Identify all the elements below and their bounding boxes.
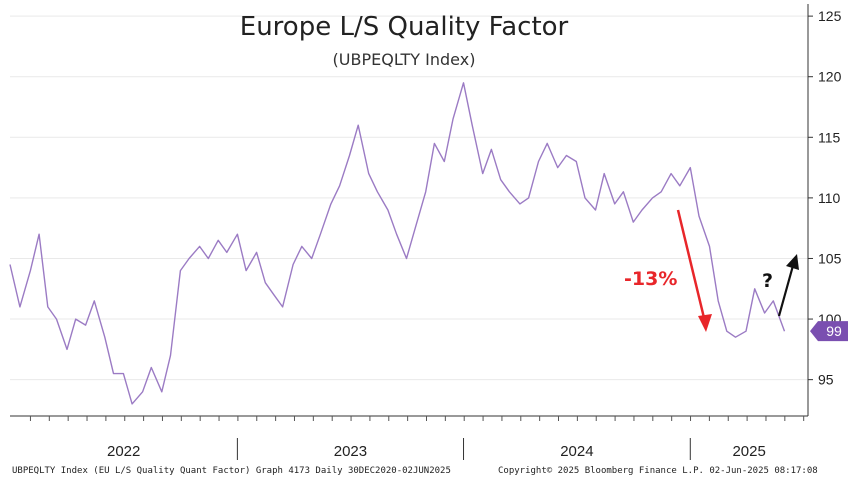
drop-arrow-head [698, 314, 712, 332]
x-tick-label: 2023 [334, 443, 367, 460]
y-tick-label: 105 [818, 250, 842, 266]
x-axis-labels: 2022 2023 2024 2025 [29, 416, 805, 460]
y-tick-label: 110 [818, 190, 841, 206]
footer-copyright: Copyright© 2025 Bloomberg Finance L.P. 0… [498, 466, 818, 476]
plot-area [10, 4, 808, 416]
footer-source: UBPEQLTY Index (EU L/S Quality Quant Fac… [12, 466, 451, 476]
last-value-flag [810, 321, 848, 342]
gridlines [10, 15, 808, 381]
rebound-arrow-head [786, 254, 799, 270]
series-line [9, 82, 786, 405]
last-value-label: 99 [826, 323, 842, 339]
x-tick-label: 2024 [560, 443, 593, 460]
chart-subtitle: (UBPEQLTY Index) [332, 50, 476, 69]
y-tick-label: 95 [818, 372, 834, 388]
drop-annotation: -13% [624, 268, 678, 290]
y-tick-label: 120 [818, 69, 842, 85]
x-tick-label: 2022 [107, 443, 140, 460]
last-value-badge: 99 [810, 321, 848, 342]
question-annotation: ? [762, 270, 774, 292]
x-tick-label: 2025 [732, 443, 765, 460]
chart-title: Europe L/S Quality Factor [239, 12, 569, 42]
rebound-arrow [777, 261, 796, 317]
y-tick-label: 115 [818, 129, 841, 145]
y-tick-label: 125 [818, 8, 842, 24]
drop-arrow [676, 209, 707, 323]
